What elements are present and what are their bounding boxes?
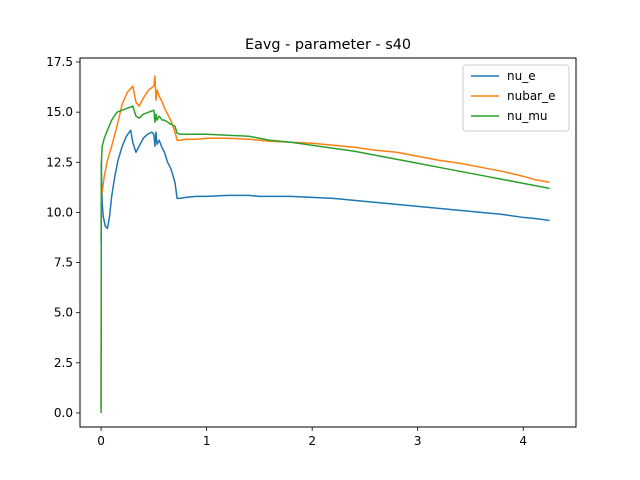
series-layer xyxy=(100,75,550,413)
y-tick-label: 15.0 xyxy=(46,105,73,119)
x-tick-label: 4 xyxy=(519,434,527,448)
y-tick-label: 5.0 xyxy=(54,306,73,320)
y-axis: 0.0 2.5 5.0 7.5 10.0 12.5 15.0 17.5 xyxy=(46,55,80,420)
x-tick-label: 1 xyxy=(203,434,211,448)
x-tick-label: 3 xyxy=(414,434,422,448)
series-line-nubar-e xyxy=(100,75,550,407)
chart-title: Eavg - parameter - s40 xyxy=(245,37,411,53)
series-line-nu-e xyxy=(100,129,550,243)
y-tick-label: 0.0 xyxy=(54,406,73,420)
legend-label-nubar-e: nubar_e xyxy=(507,89,556,103)
x-tick-label: 0 xyxy=(97,434,105,448)
y-tick-label: 7.5 xyxy=(54,256,73,270)
y-tick-label: 12.5 xyxy=(46,155,73,169)
y-tick-label: 17.5 xyxy=(46,55,73,69)
plot-frame xyxy=(79,57,577,428)
legend: nu_e nubar_e nu_mu xyxy=(462,64,570,132)
y-tick-label: 2.5 xyxy=(54,356,73,370)
legend-label-nu-mu: nu_mu xyxy=(507,109,548,123)
x-axis: 0 1 2 3 4 xyxy=(97,427,527,448)
series-line-nu-mu xyxy=(100,105,550,413)
y-tick-label: 10.0 xyxy=(46,205,73,219)
x-tick-label: 2 xyxy=(308,434,316,448)
legend-box xyxy=(462,64,570,132)
legend-label-nu-e: nu_e xyxy=(507,69,536,83)
